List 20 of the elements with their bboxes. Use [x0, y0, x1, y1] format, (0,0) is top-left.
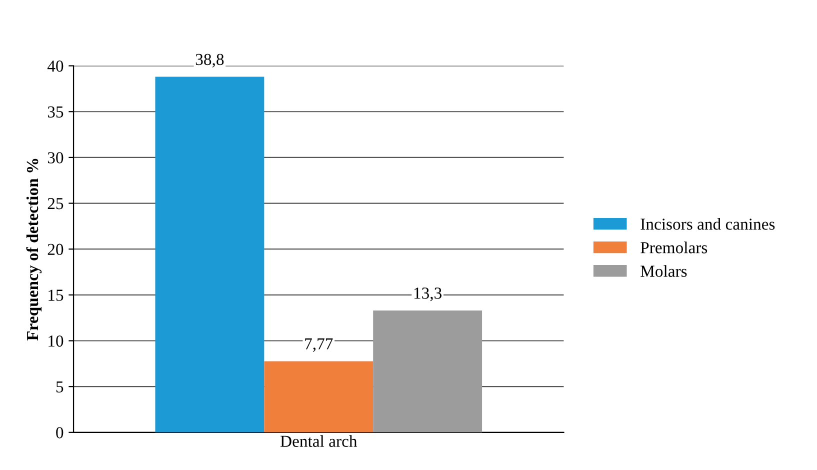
- data-label: 38,8: [196, 54, 224, 68]
- bar: [373, 310, 482, 432]
- bar: [264, 361, 374, 432]
- y-tick-label: 0: [56, 427, 64, 438]
- legend-label: Molars: [640, 265, 687, 277]
- legend-label: Premolars: [640, 242, 708, 254]
- y-tick-label: 15: [48, 290, 64, 301]
- y-tick-label: 20: [48, 244, 64, 256]
- data-label: 13,3: [414, 288, 442, 302]
- data-label: 7,77: [305, 338, 333, 352]
- y-tick-label: 30: [48, 152, 64, 164]
- y-axis-title: Frequency of detection %: [26, 158, 42, 341]
- bar: [155, 76, 264, 432]
- y-tick-label: 40: [47, 60, 64, 72]
- y-tick-label: 35: [48, 106, 64, 118]
- y-tick-label: 5: [56, 381, 64, 393]
- y-tick-label: 10: [48, 335, 64, 347]
- x-axis-title: Dental arch: [280, 435, 358, 447]
- legend-label: Incisors and canines: [640, 218, 775, 230]
- y-tick-label: 25: [48, 198, 64, 210]
